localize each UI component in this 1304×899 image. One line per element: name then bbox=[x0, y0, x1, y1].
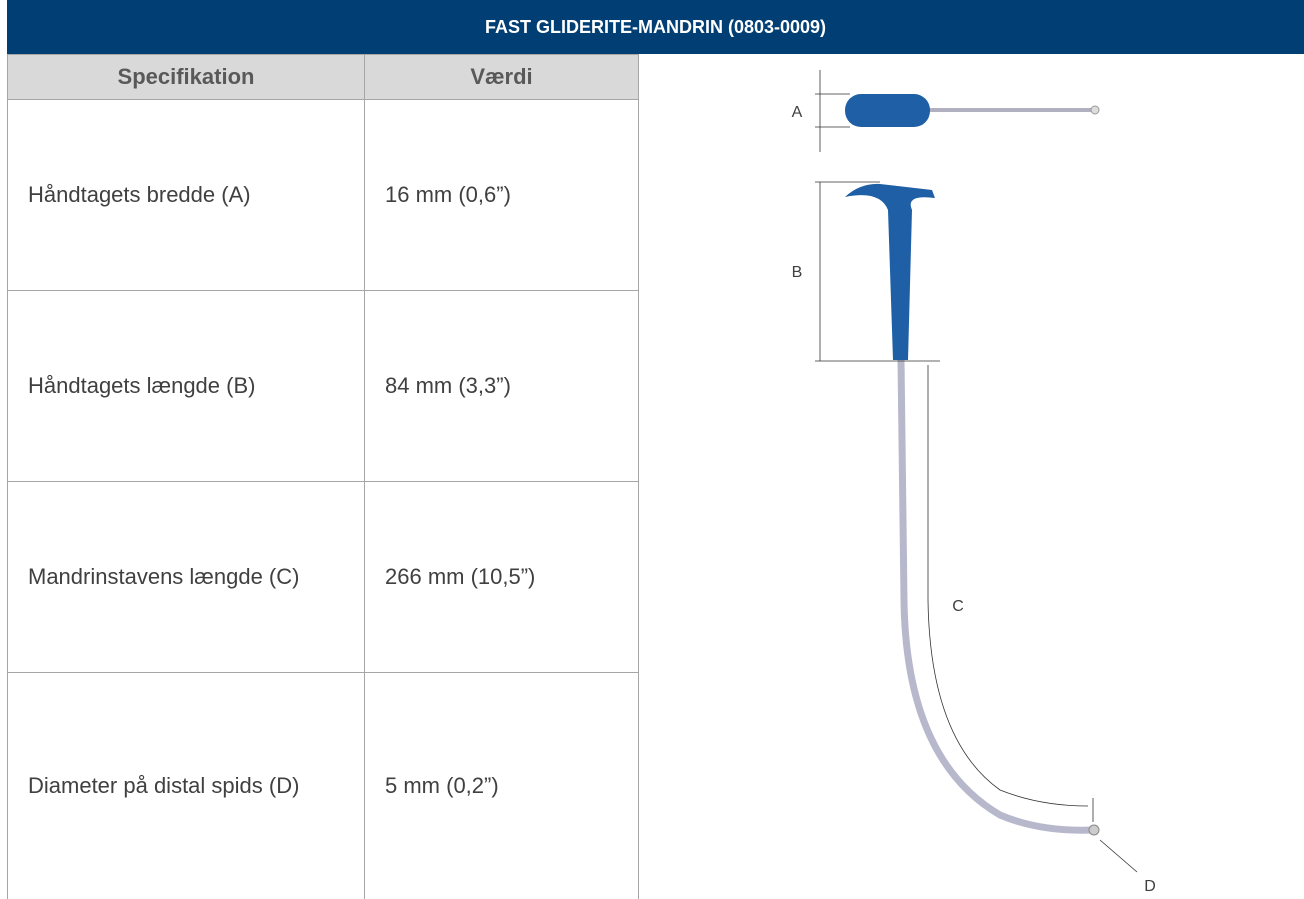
dimension-label: C bbox=[952, 598, 964, 615]
page: FAST GLIDERITE-MANDRIN (0803-0009) Speci… bbox=[0, 0, 1304, 899]
stylet-diagram: A B C D bbox=[0, 0, 1304, 899]
dimension-label: B bbox=[792, 264, 803, 281]
dimension-label: D bbox=[1144, 878, 1156, 895]
dimension-label: A bbox=[792, 104, 803, 121]
